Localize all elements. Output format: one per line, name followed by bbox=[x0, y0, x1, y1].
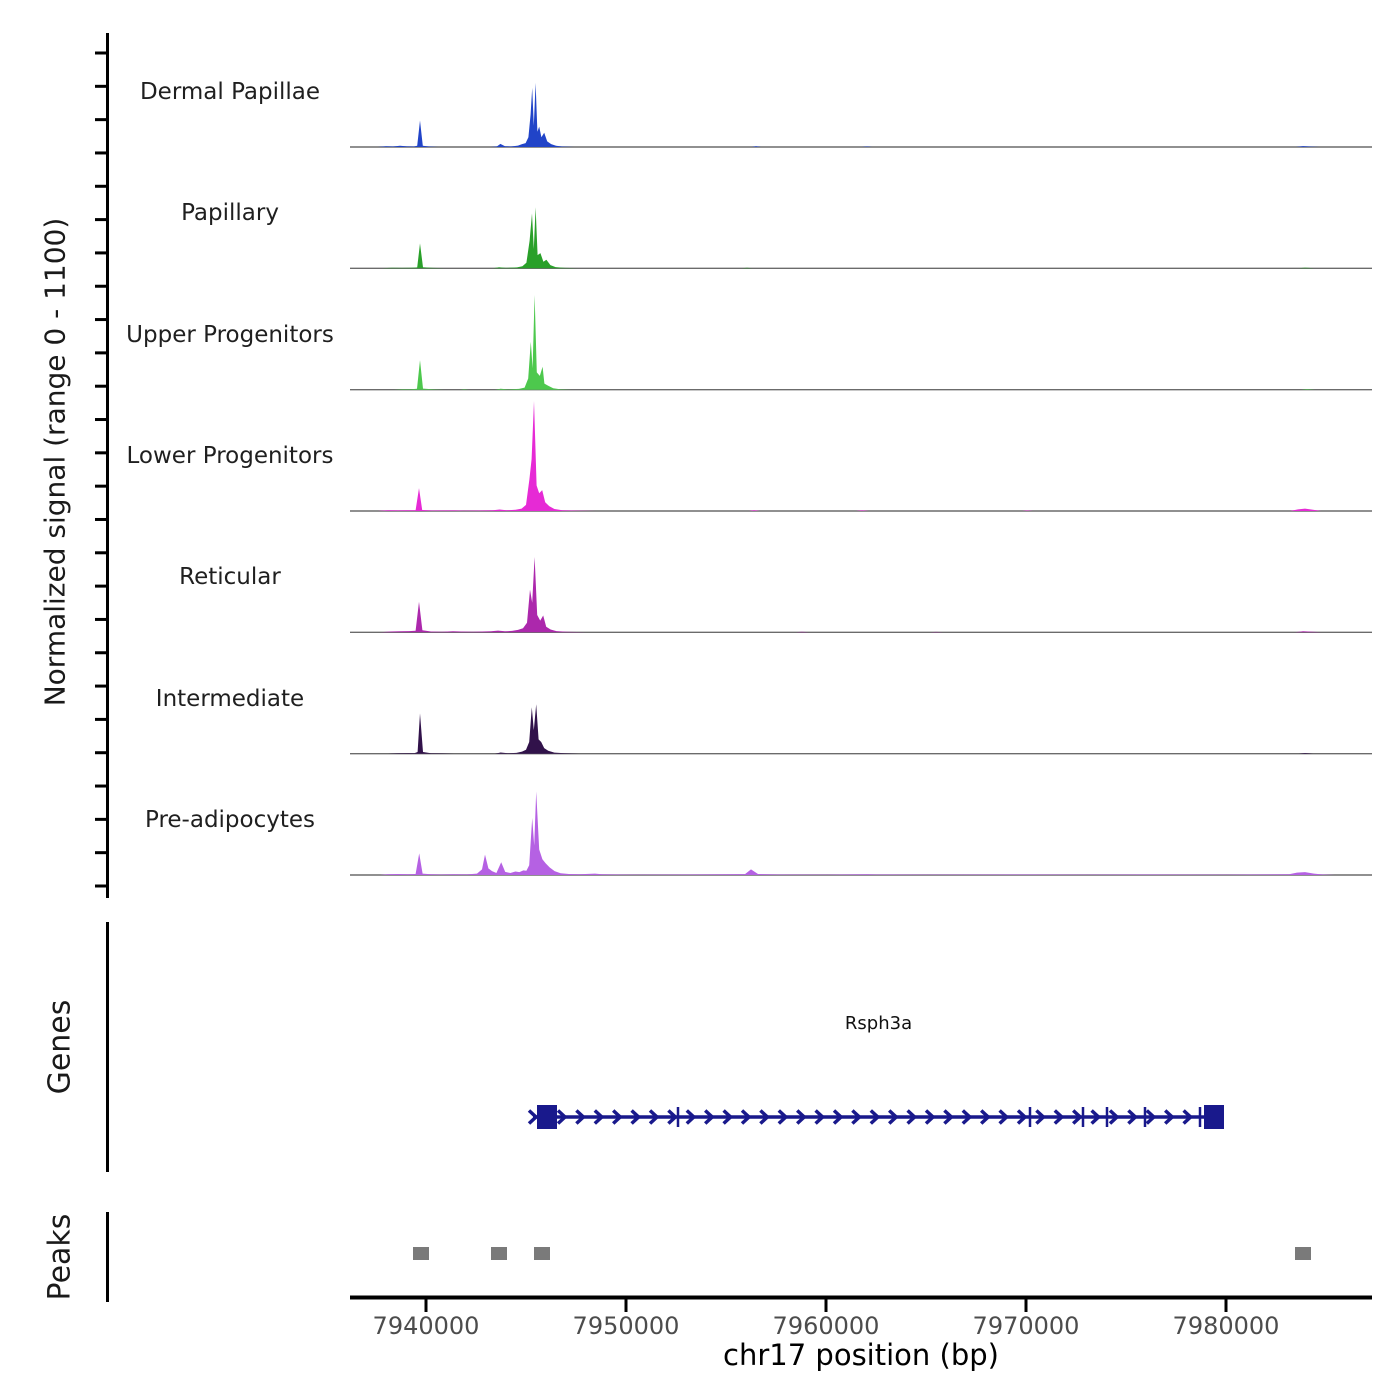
strand-arrow-icon bbox=[961, 1109, 973, 1125]
signal-area bbox=[382, 207, 1314, 269]
x-tick-label: 7950000 bbox=[572, 1312, 680, 1340]
gene-track bbox=[106, 922, 1224, 1172]
strand-arrow-icon bbox=[906, 1109, 918, 1125]
y-axis-label: Normalized signal (range 0 - 1100) bbox=[38, 217, 72, 707]
peak-interval bbox=[491, 1247, 507, 1260]
track-label: Dermal Papillae bbox=[139, 79, 321, 105]
x-tick-label: 7980000 bbox=[1172, 1312, 1280, 1340]
x-axis-label: chr17 position (bp) bbox=[723, 1338, 999, 1372]
strand-arrow-icon bbox=[851, 1109, 862, 1125]
signal-y-axis bbox=[95, 33, 109, 898]
strand-arrow-icon bbox=[1145, 1109, 1157, 1125]
x-axis bbox=[350, 1295, 1372, 1312]
strand-arrow-icon bbox=[924, 1109, 936, 1125]
strand-arrow-icon bbox=[980, 1109, 991, 1125]
signal-tracks bbox=[350, 82, 1372, 876]
peak-interval bbox=[1295, 1247, 1311, 1260]
track-label: Intermediate bbox=[155, 685, 305, 712]
strand-arrow-icon bbox=[796, 1109, 807, 1125]
strand-arrow-icon bbox=[612, 1109, 623, 1125]
strand-arrow-icon bbox=[1127, 1109, 1138, 1125]
strand-arrow-icon bbox=[1035, 1109, 1046, 1125]
strand-arrow-icon bbox=[630, 1109, 642, 1125]
x-tick-label: 7940000 bbox=[372, 1312, 480, 1340]
strand-arrow-icon bbox=[722, 1109, 734, 1125]
track-label: Papillary bbox=[181, 200, 279, 227]
track-label: Reticular bbox=[179, 564, 281, 591]
strand-arrow-icon bbox=[869, 1109, 881, 1125]
peaks-section-label: Peaks bbox=[42, 1213, 78, 1301]
strand-arrow-icon bbox=[648, 1109, 660, 1125]
strand-arrow-icon bbox=[943, 1109, 954, 1125]
peaks-track bbox=[106, 1212, 1311, 1302]
signal-area bbox=[380, 791, 1335, 875]
signal-area bbox=[378, 82, 1319, 147]
strand-arrow-icon bbox=[1053, 1109, 1065, 1125]
track-label: Lower Progenitors bbox=[126, 442, 334, 469]
signal-area bbox=[388, 704, 1313, 754]
signal-area bbox=[380, 557, 1321, 633]
strand-arrow-icon bbox=[527, 1109, 539, 1125]
strand-arrow-icon bbox=[685, 1109, 697, 1125]
strand-arrow-icon bbox=[575, 1109, 586, 1125]
strand-arrow-icon bbox=[1164, 1109, 1175, 1125]
strand-arrow-icon bbox=[593, 1109, 605, 1125]
peak-interval bbox=[534, 1247, 550, 1260]
exon-box bbox=[1204, 1105, 1224, 1129]
strand-arrow-icon bbox=[759, 1109, 770, 1125]
strand-arrow-icon bbox=[998, 1109, 1010, 1125]
peak-interval bbox=[413, 1247, 429, 1260]
strand-arrow-icon bbox=[814, 1109, 826, 1125]
track-label: Pre-adipocytes bbox=[144, 806, 316, 833]
strand-arrow-icon bbox=[740, 1109, 752, 1125]
strand-arrow-icon bbox=[1090, 1109, 1102, 1125]
gene-name-label: Rsph3a bbox=[844, 1013, 913, 1034]
strand-arrow-icon bbox=[667, 1109, 678, 1125]
genes-section-label: Genes bbox=[42, 999, 78, 1095]
exon-box bbox=[537, 1105, 557, 1129]
strand-arrow-icon bbox=[1182, 1109, 1194, 1125]
x-tick-label: 7960000 bbox=[772, 1312, 880, 1340]
strand-arrow-icon bbox=[704, 1109, 715, 1125]
strand-arrow-icon bbox=[556, 1109, 568, 1125]
signal-area bbox=[394, 295, 1315, 390]
track-label: Upper Progenitors bbox=[126, 321, 334, 348]
strand-arrow-icon bbox=[777, 1109, 789, 1125]
signal-area bbox=[378, 401, 1321, 511]
strand-arrow-icon bbox=[832, 1109, 844, 1125]
x-tick-label: 7970000 bbox=[972, 1312, 1080, 1340]
strand-arrow-icon bbox=[1016, 1109, 1028, 1125]
strand-arrow-icon bbox=[888, 1109, 899, 1125]
strand-arrow-icon bbox=[1072, 1109, 1083, 1125]
strand-arrow-icon bbox=[1108, 1109, 1120, 1125]
